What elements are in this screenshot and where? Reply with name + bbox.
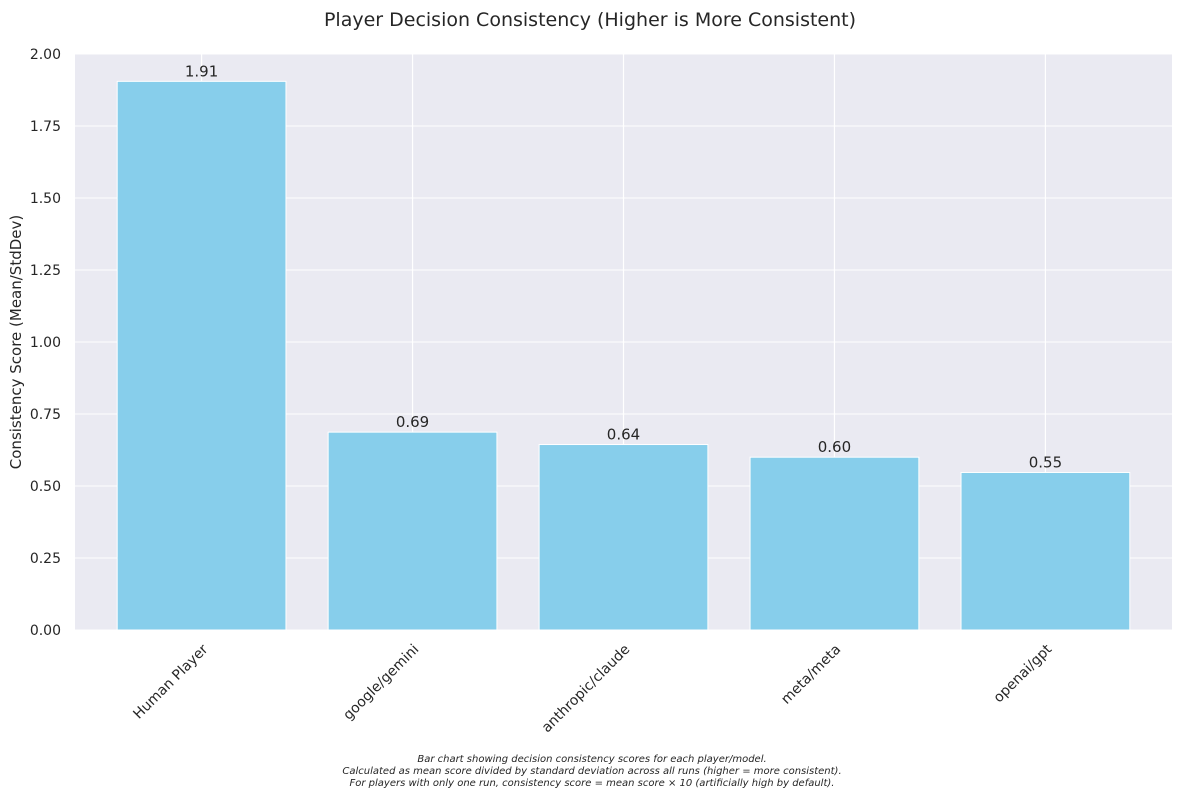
y-tick-label: 0.00 [30,623,61,639]
y-tick-label: 1.75 [30,119,61,135]
bar [327,431,498,631]
footnote: Bar chart showing decision consistency s… [342,754,841,789]
x-tick-label: anthropic/claude [539,642,633,736]
x-tick-label: meta/meta [778,642,844,708]
y-axis-ticks: 0.00 0.25 0.50 0.75 1.00 1.25 1.50 1.75 2.00 [30,47,61,639]
y-tick-label: 0.75 [30,407,61,423]
chart-title: Player Decision Consistency (Higher is M… [324,9,856,31]
bar-value-label: 0.55 [1029,453,1062,471]
y-axis-label: Consistency Score (Mean/StdDev) [7,215,25,469]
x-tick-label: openai/gpt [991,641,1056,706]
bar [116,80,287,631]
bar-value-label: 0.60 [818,438,851,456]
bar [960,471,1131,631]
y-tick-label: 0.25 [30,551,61,567]
bar [749,456,920,631]
bar [538,444,709,631]
bar-value-label: 0.64 [607,426,640,444]
y-tick-label: 1.25 [30,263,61,279]
y-tick-label: 2.00 [30,47,61,63]
y-tick-label: 1.50 [30,191,61,207]
bars [116,80,1131,631]
x-tick-label: Human Player [130,641,211,722]
x-tick-label: google/gemini [340,642,422,724]
bar-value-label: 0.69 [396,413,429,431]
bar-value-label: 1.91 [185,62,218,80]
value-labels: 1.91 0.69 0.64 0.60 0.55 [185,62,1062,471]
x-axis-ticks: Human Player google/gemini anthropic/claud… [130,641,1055,736]
footnote-line: Calculated as mean score divided by stan… [342,766,841,777]
footnote-line: Bar chart showing decision consistency s… [417,754,766,765]
y-tick-label: 1.00 [30,335,61,351]
footnote-line: For players with only one run, consisten… [350,778,835,789]
y-tick-label: 0.50 [30,479,61,495]
